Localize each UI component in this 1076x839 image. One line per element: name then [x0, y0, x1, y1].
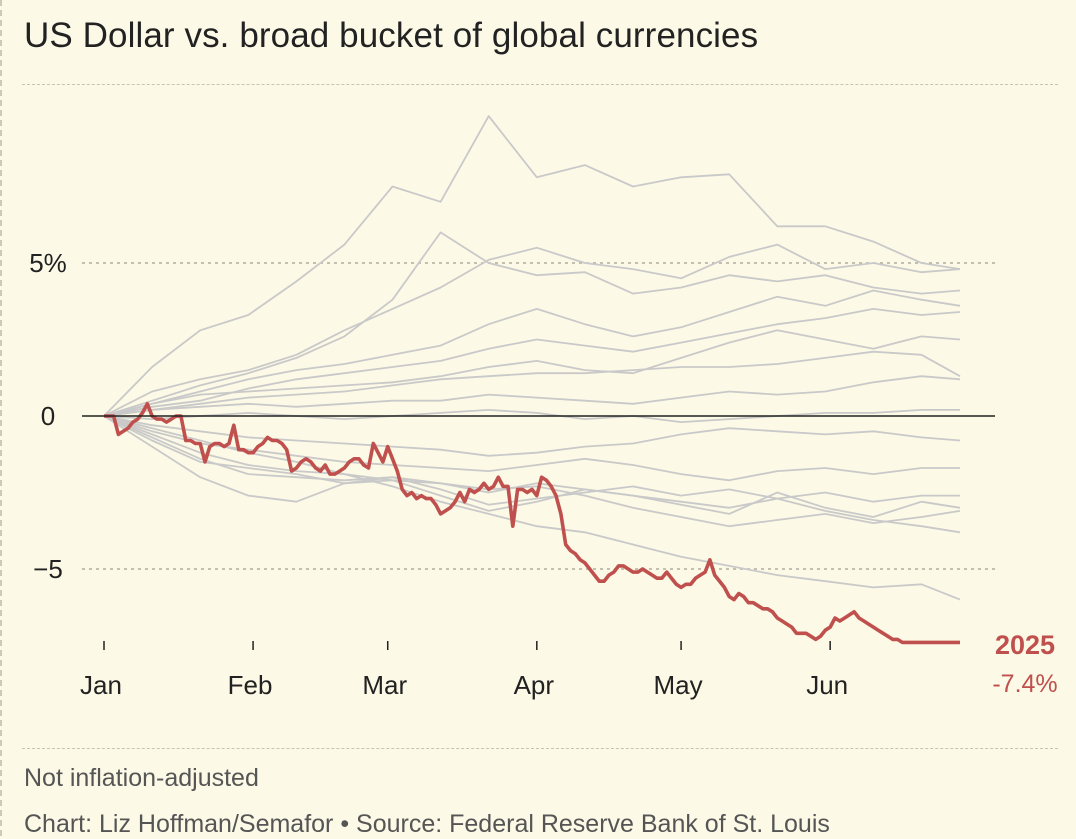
- highlight-final-value-label: -7.4%: [992, 670, 1057, 698]
- series-line-4: [103, 307, 961, 417]
- series-line-2: [103, 231, 961, 417]
- grid-layer: [82, 262, 995, 570]
- series-line-8: [103, 408, 960, 424]
- top-divider: [22, 84, 1058, 85]
- source-credit: Chart: Liz Hoffman/Semafor • Source: Fed…: [24, 810, 830, 838]
- label-layer: 5% 0 −5 Jan Feb Mar Apr May Jun 2025 -7.4%: [29, 248, 1057, 700]
- x-tick-label: Feb: [228, 670, 273, 700]
- series-line-7: [103, 375, 961, 417]
- series-line-10: [103, 415, 960, 482]
- x-tick-label: Mar: [362, 670, 407, 700]
- x-tick-label: Jan: [80, 670, 122, 700]
- footnote: Not inflation-adjusted: [24, 764, 259, 792]
- series-line-15: [103, 415, 961, 534]
- series-line-11: [103, 415, 960, 506]
- series-line-3: [103, 289, 961, 417]
- y-tick-label: 5%: [29, 248, 67, 278]
- series-layer: [103, 115, 961, 601]
- chart-title: US Dollar vs. broad bucket of global cur…: [24, 16, 759, 55]
- series-line-1: [103, 115, 961, 417]
- series-line-0: [103, 243, 961, 417]
- y-tick-label: 0: [41, 401, 55, 431]
- x-tick-label: Apr: [514, 670, 555, 700]
- highlight-year-label: 2025: [995, 630, 1055, 660]
- series-line-9: [103, 415, 961, 457]
- series-line-14: [103, 415, 961, 601]
- bottom-divider: [22, 748, 1058, 749]
- series-line-6: [103, 350, 961, 417]
- highlight-layer: [104, 401, 960, 645]
- series-line-13: [103, 415, 961, 528]
- series-line-12: [103, 415, 961, 518]
- y-tick-label: −5: [33, 554, 63, 584]
- highlight-line-2025: [104, 401, 960, 645]
- x-tick-label: May: [654, 670, 703, 700]
- x-tick-label: Jun: [806, 670, 848, 700]
- series-line-5: [103, 329, 961, 417]
- axis-layer: [82, 415, 995, 650]
- left-dashed-border: [0, 0, 2, 836]
